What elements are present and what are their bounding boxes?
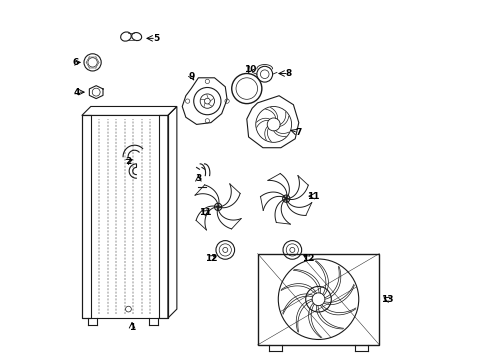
Text: 9: 9 [189,72,195,81]
Text: 3: 3 [195,175,201,184]
Text: 4: 4 [74,87,80,96]
Text: 2: 2 [125,157,132,166]
Text: 12: 12 [205,254,217,263]
Text: 1: 1 [129,323,135,332]
Text: 5: 5 [153,34,159,43]
Text: 10: 10 [244,65,257,74]
Text: 7: 7 [295,128,301,137]
Text: 11: 11 [199,208,212,217]
Text: 11: 11 [307,192,319,201]
Text: 6: 6 [72,58,78,67]
Text: 12: 12 [302,254,315,263]
Text: 8: 8 [286,69,292,78]
Text: 13: 13 [381,294,393,303]
